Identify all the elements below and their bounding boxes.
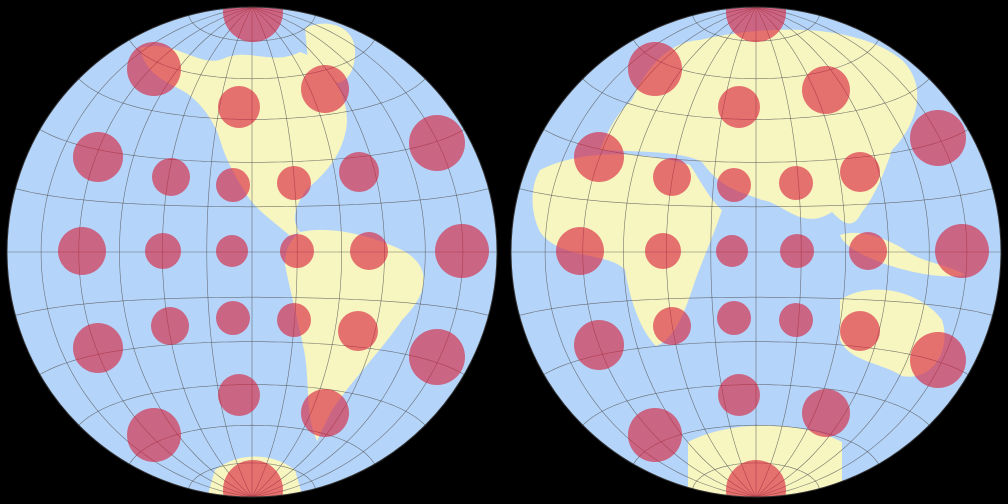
- indicatrix: [726, 460, 786, 497]
- tissot-indicatrices: [556, 7, 989, 497]
- indicatrix: [556, 227, 604, 275]
- indicatrix: [653, 307, 691, 345]
- indicatrix: [717, 168, 751, 202]
- indicatrix: [718, 374, 760, 416]
- indicatrix: [301, 65, 349, 113]
- indicatrix: [645, 233, 681, 269]
- indicatrix: [780, 234, 814, 268]
- indicatrix: [726, 7, 786, 42]
- indicatrix: [716, 235, 748, 267]
- indicatrix: [127, 42, 181, 96]
- tissot-indicatrices: [58, 7, 489, 497]
- indicatrix: [779, 166, 813, 200]
- indicatrix: [628, 408, 682, 462]
- indicatrix: [574, 320, 624, 370]
- indicatrix: [409, 329, 465, 385]
- indicatrix: [435, 224, 489, 278]
- indicatrix: [840, 152, 880, 192]
- indicatrix: [628, 42, 682, 96]
- graticule-line: [15, 188, 489, 208]
- indicatrix: [718, 86, 760, 128]
- eastern-hemisphere: [511, 7, 1001, 497]
- indicatrix: [58, 227, 106, 275]
- indicatrix: [73, 132, 123, 182]
- indicatrix: [151, 307, 189, 345]
- indicatrix: [409, 115, 465, 171]
- indicatrix: [223, 7, 283, 42]
- indicatrix: [350, 232, 388, 270]
- graticule-line: [519, 188, 993, 208]
- graticule-line: [519, 296, 993, 316]
- hemisphere-outline: [6, 6, 498, 498]
- indicatrix: [216, 301, 250, 335]
- indicatrix: [152, 158, 190, 196]
- indicatrix: [73, 323, 123, 373]
- indicatrix: [145, 233, 181, 269]
- indicatrix: [802, 389, 850, 437]
- indicatrix: [840, 311, 880, 351]
- indicatrix: [218, 86, 260, 128]
- indicatrix: [574, 132, 624, 182]
- indicatrix: [216, 235, 248, 267]
- hemisphere-outline: [510, 6, 1002, 498]
- indicatrix: [127, 408, 181, 462]
- indicatrix: [910, 332, 966, 388]
- indicatrix: [338, 311, 378, 351]
- indicatrix: [779, 303, 813, 337]
- indicatrix: [339, 152, 379, 192]
- indicatrix: [216, 168, 250, 202]
- indicatrix: [653, 158, 691, 196]
- indicatrix: [218, 374, 260, 416]
- indicatrix: [910, 110, 966, 166]
- indicatrix: [277, 166, 311, 200]
- indicatrix: [935, 224, 989, 278]
- graticule-line: [15, 296, 489, 316]
- indicatrix: [802, 66, 850, 114]
- africa: [532, 154, 722, 346]
- indicatrix: [717, 301, 751, 335]
- graticule-line: [582, 78, 930, 120]
- indicatrix: [301, 389, 349, 437]
- indicatrix: [280, 234, 314, 268]
- indicatrix: [277, 303, 311, 337]
- indicatrix: [223, 460, 283, 497]
- indicatrix: [849, 232, 887, 270]
